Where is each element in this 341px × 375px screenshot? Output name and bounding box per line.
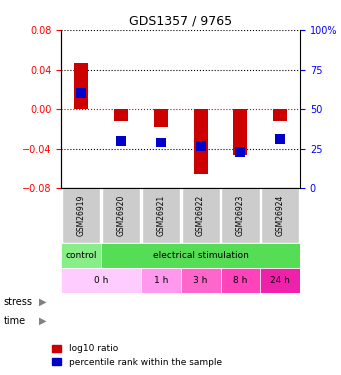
Bar (181, 268, 221, 292)
Bar (156, 138, 166, 147)
Bar (114, 109, 128, 121)
Text: GSM26921: GSM26921 (156, 195, 165, 236)
Bar (141, 268, 181, 292)
Text: 0 h: 0 h (94, 276, 108, 285)
Bar (196, 141, 206, 151)
Bar (142, 188, 180, 243)
Text: 1 h: 1 h (154, 276, 168, 285)
Text: electrical stimulation: electrical stimulation (153, 251, 249, 260)
Bar (154, 109, 168, 127)
Bar (260, 268, 300, 292)
Bar (101, 243, 300, 268)
Bar (273, 109, 287, 121)
Bar (235, 147, 246, 157)
Bar (261, 188, 299, 243)
Text: control: control (65, 251, 97, 260)
Bar (61, 243, 101, 268)
Text: GSM26919: GSM26919 (77, 195, 86, 236)
Text: 8 h: 8 h (233, 276, 248, 285)
Bar (116, 136, 126, 146)
Bar (221, 188, 260, 243)
Bar (62, 188, 100, 243)
Bar (194, 109, 208, 174)
Bar (61, 268, 141, 292)
Text: GSM26923: GSM26923 (236, 195, 245, 236)
Text: ▶: ▶ (39, 316, 47, 326)
Legend: log10 ratio, percentile rank within the sample: log10 ratio, percentile rank within the … (49, 341, 225, 370)
Text: stress: stress (3, 297, 32, 307)
Bar (275, 134, 285, 144)
Bar (234, 109, 247, 155)
Text: ▶: ▶ (39, 297, 47, 307)
Bar (181, 188, 220, 243)
Bar (76, 88, 86, 98)
Bar (102, 188, 140, 243)
Text: time: time (3, 316, 26, 326)
Text: 24 h: 24 h (270, 276, 290, 285)
Text: 3 h: 3 h (193, 276, 208, 285)
Bar (74, 63, 88, 109)
Text: GSM26924: GSM26924 (276, 195, 285, 236)
Text: GSM26920: GSM26920 (117, 195, 125, 236)
Text: GSM26922: GSM26922 (196, 195, 205, 236)
Bar (221, 268, 260, 292)
Title: GDS1357 / 9765: GDS1357 / 9765 (129, 15, 232, 27)
